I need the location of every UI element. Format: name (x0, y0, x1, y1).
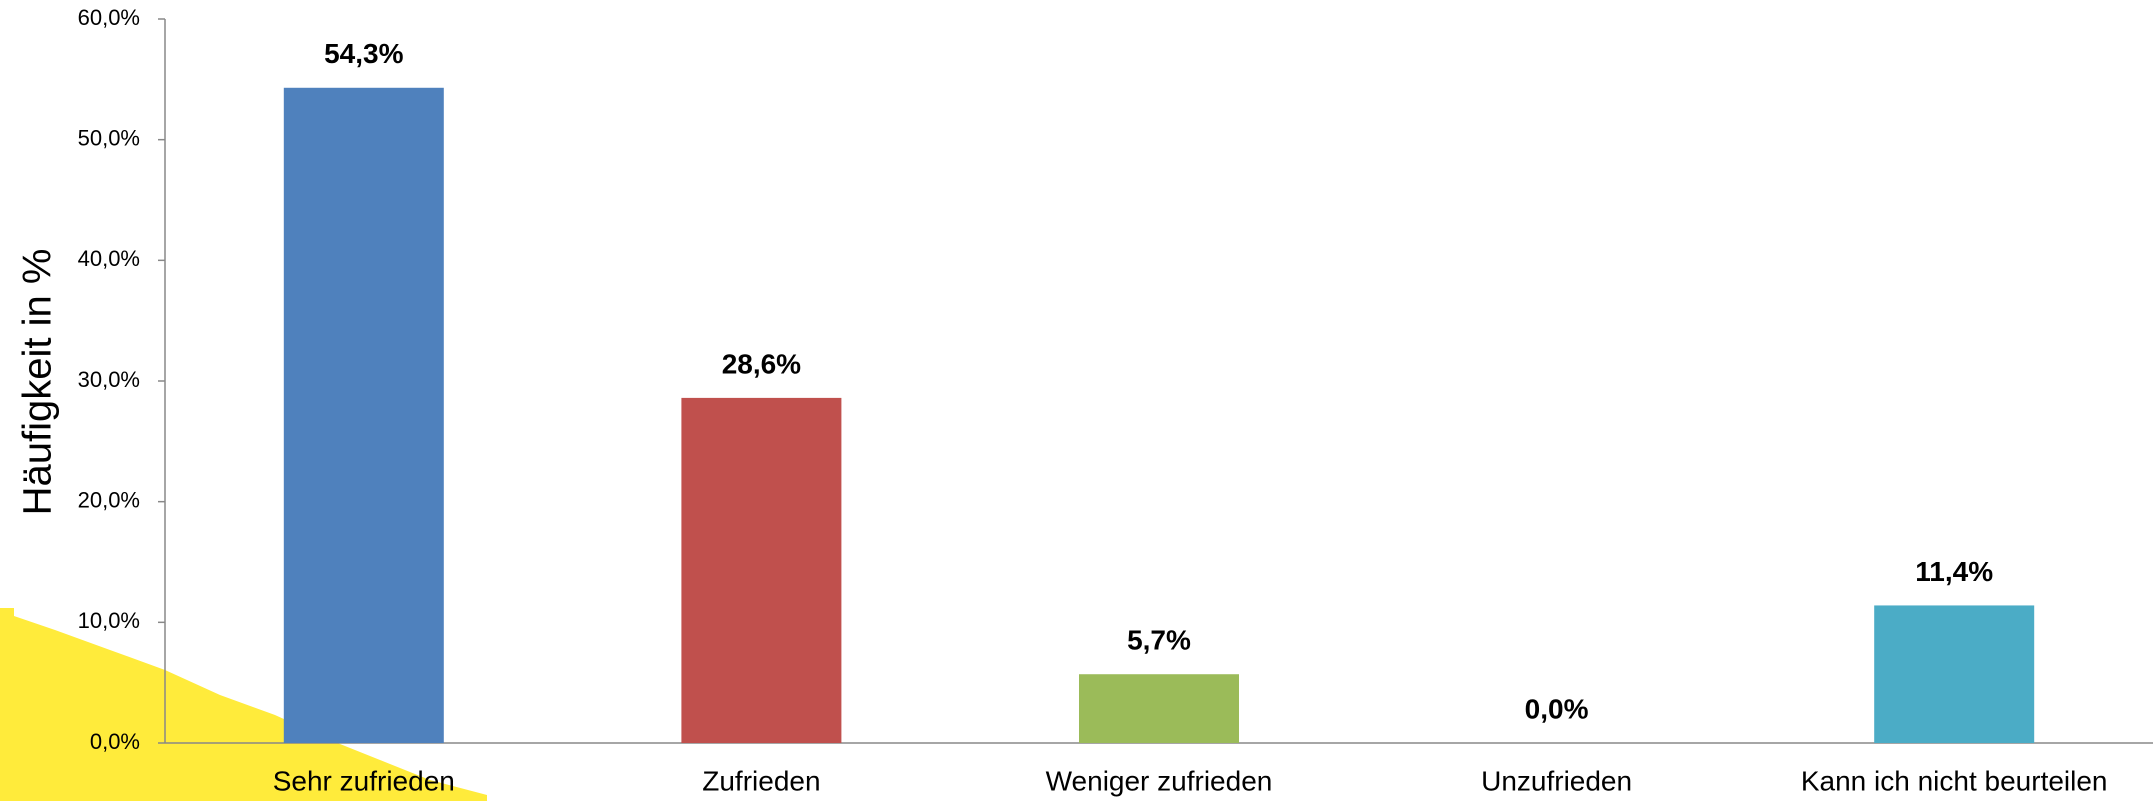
value-label: 0,0% (1525, 693, 1589, 724)
y-tick-label: 30,0% (78, 367, 140, 392)
x-tick-label: Unzufrieden (1481, 765, 1632, 796)
value-label: 54,3% (324, 38, 403, 69)
y-tick-label: 20,0% (78, 487, 140, 512)
value-label: 11,4% (1915, 556, 1993, 587)
x-tick-label: Sehr zufrieden (273, 765, 455, 796)
y-tick-label: 40,0% (78, 246, 140, 271)
y-tick-label: 60,0% (78, 5, 140, 30)
bar (284, 88, 444, 743)
x-tick-label: Weniger zufrieden (1046, 765, 1273, 796)
chart: Häufigkeit in % 0,0% 10,0% 20,0% 30,0% 40,0%… (0, 0, 2153, 801)
y-tick-label: 10,0% (78, 608, 140, 633)
x-tick-label: Kann ich nicht beurteilen (1801, 765, 2108, 796)
bar (681, 398, 841, 743)
bar (1874, 605, 2034, 743)
bar (1079, 674, 1239, 743)
x-tick-label: Zufrieden (702, 765, 820, 796)
y-tick-label: 50,0% (78, 125, 140, 150)
value-label: 28,6% (722, 348, 801, 379)
y-axis-title: Häufigkeit in % (16, 249, 60, 516)
value-label: 5,7% (1127, 625, 1191, 656)
y-tick-label: 0,0% (90, 729, 140, 754)
